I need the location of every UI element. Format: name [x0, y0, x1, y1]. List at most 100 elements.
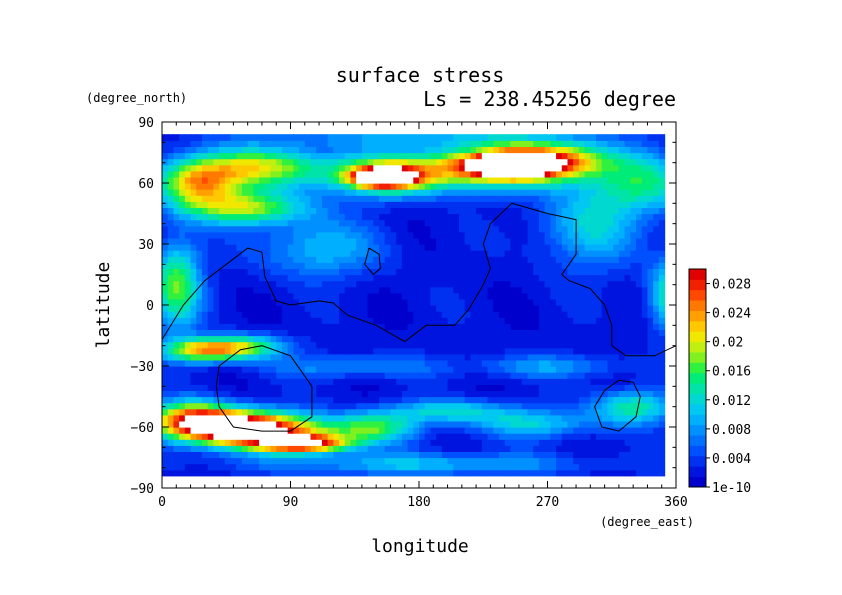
heatmap-cell — [361, 237, 369, 245]
heatmap-cell — [179, 359, 186, 367]
heatmap-cell — [641, 335, 649, 343]
heatmap-cell — [310, 237, 317, 245]
heatmap-cell — [247, 146, 254, 154]
heatmap-cell — [441, 170, 449, 178]
heatmap-cell — [573, 451, 580, 459]
heatmap-cell — [356, 305, 363, 312]
heatmap-cell — [590, 372, 597, 379]
heatmap-cell — [476, 335, 483, 343]
heatmap-cell — [447, 323, 454, 330]
heatmap-cell — [196, 152, 203, 160]
heatmap-cell — [373, 402, 380, 410]
heatmap-cell — [299, 134, 306, 141]
heatmap-cell — [184, 396, 192, 404]
heatmap-cell — [647, 244, 654, 251]
x-tick-label: 0 — [158, 495, 166, 510]
heatmap-cell — [224, 305, 232, 312]
heatmap-cell — [344, 359, 352, 367]
heatmap-cell — [361, 445, 369, 452]
heatmap-cell — [596, 384, 603, 391]
heatmap-cell — [413, 372, 420, 379]
heatmap-cell — [504, 244, 511, 251]
heatmap-cell — [658, 311, 666, 318]
heatmap-cell — [219, 463, 226, 471]
heatmap-cell — [538, 451, 546, 459]
heatmap-cell — [424, 219, 432, 227]
heatmap-cell — [253, 207, 260, 215]
heatmap-cell — [350, 317, 357, 324]
heatmap-cell — [493, 305, 500, 312]
heatmap-cell — [447, 274, 454, 282]
heatmap-cell — [544, 250, 551, 257]
heatmap-cell — [281, 457, 289, 465]
heatmap-cell — [567, 457, 574, 465]
heatmap-cell — [521, 408, 529, 416]
heatmap-cell — [578, 353, 586, 361]
heatmap-cell — [379, 250, 386, 257]
heatmap-cell — [367, 152, 374, 160]
heatmap-cell — [361, 231, 369, 239]
heatmap-cell — [447, 219, 454, 227]
heatmap-cell — [196, 396, 203, 404]
heatmap-cell — [264, 189, 272, 196]
heatmap-cell — [339, 231, 346, 239]
heatmap-cell — [173, 396, 180, 404]
heatmap-cell — [356, 231, 363, 239]
heatmap-cell — [550, 311, 557, 318]
heatmap-cell — [538, 213, 546, 221]
heatmap-cell — [310, 341, 317, 349]
heatmap-cell — [430, 439, 437, 446]
heatmap-cell — [430, 219, 437, 227]
heatmap-cell — [476, 469, 483, 477]
heatmap-cell — [293, 335, 300, 343]
heatmap-cell — [253, 335, 260, 343]
heatmap-cell — [407, 280, 414, 288]
heatmap-cell — [533, 427, 540, 434]
heatmap-cell — [270, 256, 277, 263]
heatmap-cell — [636, 445, 643, 452]
heatmap-cell — [613, 359, 620, 367]
heatmap-cell — [367, 134, 374, 141]
heatmap-cell — [293, 402, 300, 410]
heatmap-cell — [173, 420, 180, 428]
heatmap-cell — [264, 396, 272, 404]
heatmap-cell — [207, 176, 214, 184]
heatmap-cell — [310, 378, 317, 385]
heatmap-cell — [293, 378, 300, 385]
heatmap-cell — [350, 347, 357, 355]
heatmap-cell — [584, 311, 591, 318]
heatmap-cell — [236, 170, 243, 178]
heatmap-cell — [207, 353, 214, 361]
heatmap-cell — [356, 408, 363, 416]
heatmap-cell — [419, 134, 426, 141]
heatmap-cell — [607, 445, 614, 452]
heatmap-cell — [224, 372, 232, 379]
heatmap-cell — [407, 140, 414, 147]
heatmap-cell — [533, 250, 540, 257]
heatmap-cell — [390, 390, 397, 398]
heatmap-cell — [184, 207, 192, 215]
heatmap-cell — [179, 237, 186, 245]
heatmap-cell — [436, 311, 443, 318]
heatmap-cell — [190, 237, 197, 245]
heatmap-cell — [453, 134, 460, 141]
heatmap-cell — [304, 366, 312, 373]
heatmap-cell — [464, 323, 471, 330]
heatmap-cell — [316, 427, 323, 434]
heatmap-cell — [344, 427, 352, 434]
heatmap-cell — [561, 237, 569, 245]
heatmap-cell — [476, 311, 483, 318]
heatmap-cell — [310, 353, 317, 361]
heatmap-cell — [584, 445, 591, 452]
heatmap-cell — [321, 451, 329, 459]
heatmap-cell — [190, 170, 197, 178]
heatmap-cell — [510, 414, 517, 422]
heatmap-cell — [647, 305, 654, 312]
heatmap-cell — [578, 250, 586, 257]
heatmap-cell — [247, 140, 254, 147]
heatmap-cell — [453, 274, 460, 282]
heatmap-cell — [424, 347, 432, 355]
heatmap-cell — [533, 323, 540, 330]
heatmap-cell — [333, 286, 340, 294]
heatmap-cell — [253, 451, 260, 459]
